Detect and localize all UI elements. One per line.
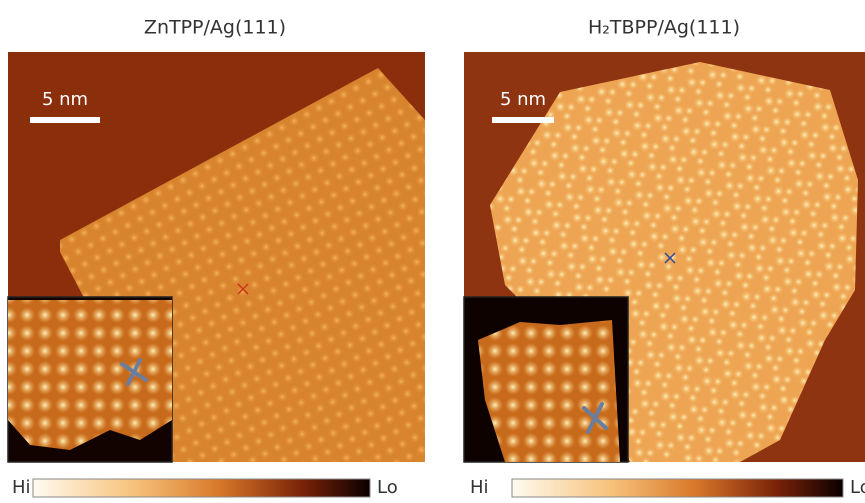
scale-bar-label: 5 nm — [42, 89, 88, 110]
figure: ZnTPP/Ag(111) 5 nm Hi Lo H₂TBPP/Ag(111) … — [0, 0, 865, 503]
colorbar-low: Lo — [850, 477, 865, 498]
scale-bar-label: 5 nm — [500, 89, 546, 110]
stm-image: 5 nm — [464, 52, 865, 462]
colorbar-low: Lo — [377, 477, 398, 498]
stm-image: 5 nm — [8, 52, 425, 462]
colorbar — [512, 479, 843, 497]
colorbar-high: Hi — [470, 477, 489, 498]
panel-title: ZnTPP/Ag(111) — [144, 17, 286, 39]
panel-title: H₂TBPP/Ag(111) — [588, 17, 740, 39]
colorbar — [33, 479, 370, 497]
colorbar-high: Hi — [12, 477, 31, 498]
